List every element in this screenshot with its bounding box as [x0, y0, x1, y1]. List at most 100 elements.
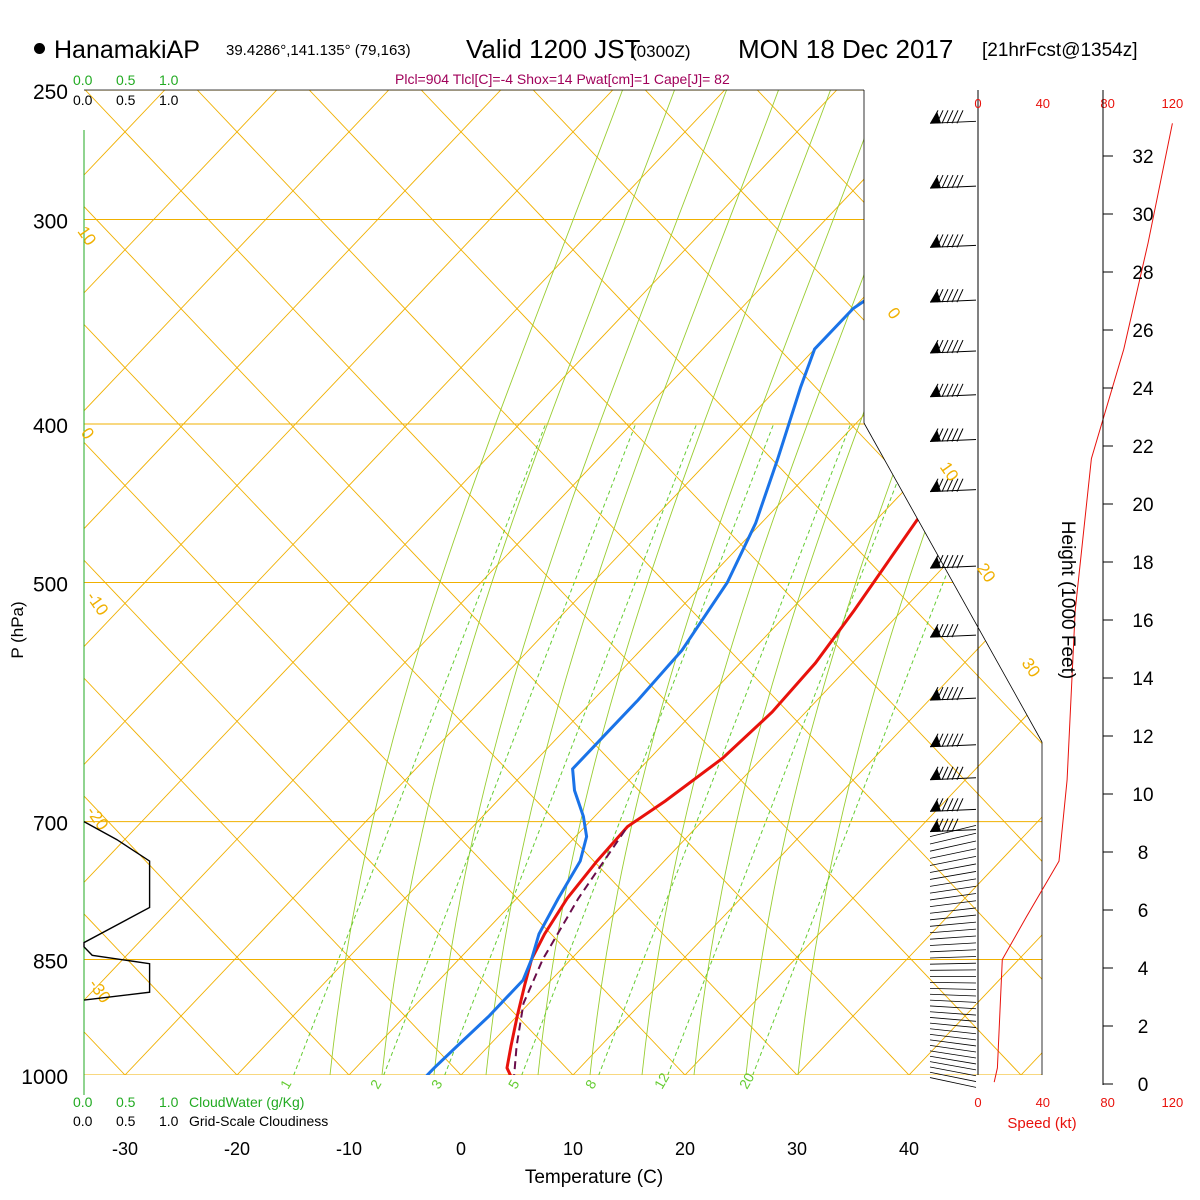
- dry-adiabat-line: [980, 90, 1042, 1075]
- height-tick-label: 12: [1132, 727, 1153, 748]
- wind-barb-feather: [956, 428, 964, 442]
- wind-barb-flag: [930, 767, 941, 780]
- wind-barb-feather: [941, 174, 949, 189]
- wind-barb-feather: [951, 288, 959, 303]
- wind-barb-staff-low: [929, 855, 977, 866]
- wind-barb-staff-low: [929, 1045, 977, 1053]
- moist-adiabat-line: [589, 90, 891, 1075]
- wind-barb-feather: [956, 478, 964, 492]
- forecast-info: [21hrFcst@1354z]: [982, 40, 1138, 61]
- wind-barb-staff-low: [929, 848, 977, 859]
- wind-barb-staff-low: [929, 1017, 977, 1022]
- wind-barb-feather: [941, 554, 949, 569]
- pressure-tick-label: 500: [33, 574, 68, 597]
- moist-adiabat-line: [329, 90, 631, 1075]
- temperature-tick-label: 20: [675, 1139, 695, 1159]
- wind-barb-staff-low: [929, 907, 977, 914]
- dry-adiabat-line: [196, 90, 1042, 1075]
- wind-barb-feather: [946, 110, 954, 124]
- temperature-tick-label: 40: [899, 1139, 919, 1159]
- mixing-ratio-line: [659, 422, 921, 1075]
- wind-barb-flag: [930, 625, 941, 638]
- isotherm-line: [84, 90, 278, 1075]
- y2-axis-title: Height (1000 Feet): [1057, 521, 1078, 679]
- moist-adiabat-line: [641, 90, 943, 1075]
- cloudiness-scale-top: 0.5: [116, 92, 136, 108]
- wind-barb-feather: [946, 339, 954, 354]
- wind-barb-feather: [951, 623, 959, 638]
- valid-time: Valid 1200 JST: [466, 34, 641, 64]
- isotherm-line: [84, 90, 502, 1075]
- temperature-tick-label: 0: [456, 1139, 466, 1159]
- frame-right-diagonal: [863, 422, 1043, 743]
- wind-barb-feather: [946, 554, 954, 569]
- temperature-tick-label: 10: [563, 1139, 583, 1159]
- wind-barb-staff-low: [929, 928, 977, 934]
- wind-barb-staff-low: [929, 1039, 977, 1047]
- wind-barb-flag: [930, 111, 941, 124]
- wind-barb-staff-low: [929, 935, 977, 940]
- height-tick-label: 6: [1138, 901, 1149, 922]
- isotherm-line: [84, 90, 838, 1075]
- isotherm-line: [684, 90, 1042, 1075]
- isotherm-line: [460, 90, 1042, 1075]
- wind-barb-flag: [930, 799, 941, 812]
- wind-barb-feather: [956, 733, 964, 747]
- wind-barb-flag: [930, 384, 941, 397]
- wind-barb-staff-low: [929, 840, 977, 852]
- wind-barb-feather: [946, 234, 954, 248]
- height-tick-label: 8: [1138, 843, 1149, 864]
- isotherm-line: [1133, 90, 1200, 1075]
- wind-barb-staff-low: [929, 999, 977, 1003]
- wind-barb-feather: [941, 798, 949, 812]
- speed-tick-bottom: 40: [1036, 1095, 1050, 1110]
- wind-barb-staff-low: [929, 949, 977, 953]
- pressure-tick-label: 300: [33, 211, 68, 234]
- wind-barb-staff-low: [929, 1071, 977, 1082]
- isotherm-label: -30: [85, 976, 115, 1007]
- wind-barb-feather: [946, 686, 954, 701]
- wind-barb-feather: [951, 428, 959, 442]
- wind-barb-staff-low: [929, 1077, 977, 1088]
- cloudwater-scale-bottom: 0.0: [73, 1094, 93, 1110]
- dry-adiabat-line: [84, 90, 462, 1075]
- wind-barb-staff-low: [929, 900, 977, 908]
- wind-barb-feather: [946, 798, 954, 812]
- moist-adiabat-line: [797, 90, 1042, 1075]
- cloudwater-scale-bottom: 1.0: [159, 1094, 179, 1110]
- wind-barb-feather: [956, 288, 964, 303]
- wind-barb-staff-low: [929, 987, 977, 990]
- temperature-tick-label: 30: [787, 1139, 807, 1159]
- height-tick-label: 24: [1132, 379, 1154, 400]
- pressure-tick-label: 250: [33, 81, 68, 104]
- speed-tick-top: 120: [1162, 96, 1184, 111]
- wind-barb-feather: [941, 339, 949, 354]
- station-name: HanamakiAP: [54, 36, 200, 64]
- height-tick-label: 4: [1138, 959, 1149, 980]
- dry-adiabat-line: [308, 90, 1042, 1075]
- wind-barb-feather: [951, 798, 959, 812]
- mixing-ratio-label: 3: [428, 1077, 446, 1092]
- wind-barb-feather: [946, 174, 954, 189]
- sounding-profiles: [421, 122, 1042, 1075]
- mixing-ratio-label: 12: [651, 1070, 673, 1092]
- wind-barb-feather: [941, 288, 949, 303]
- wind-barb-staff-low: [929, 1028, 977, 1035]
- wind-barb-feather: [941, 428, 949, 442]
- isotherm-label: 30: [1018, 654, 1044, 680]
- isotherm-label: 10: [936, 458, 962, 484]
- wind-barb-feather: [951, 818, 959, 832]
- wind-barb-staff-low: [929, 824, 977, 838]
- wind-barb-feather: [941, 818, 949, 832]
- wind-barb-feather: [956, 234, 964, 248]
- cloudiness-profile: [83, 820, 151, 1001]
- cloudiness-scale-top: 1.0: [159, 92, 179, 108]
- wind-barb-flag: [930, 688, 941, 701]
- station-dot: [34, 43, 45, 54]
- mixing-ratio-label: 8: [582, 1077, 600, 1092]
- height-tick-label: 20: [1132, 495, 1153, 516]
- wind-barb-staff-low: [929, 1005, 977, 1010]
- wind-barb-feather: [946, 383, 954, 398]
- wind-barb-feather: [956, 766, 964, 780]
